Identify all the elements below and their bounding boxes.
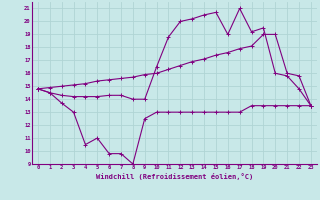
X-axis label: Windchill (Refroidissement éolien,°C): Windchill (Refroidissement éolien,°C)	[96, 173, 253, 180]
